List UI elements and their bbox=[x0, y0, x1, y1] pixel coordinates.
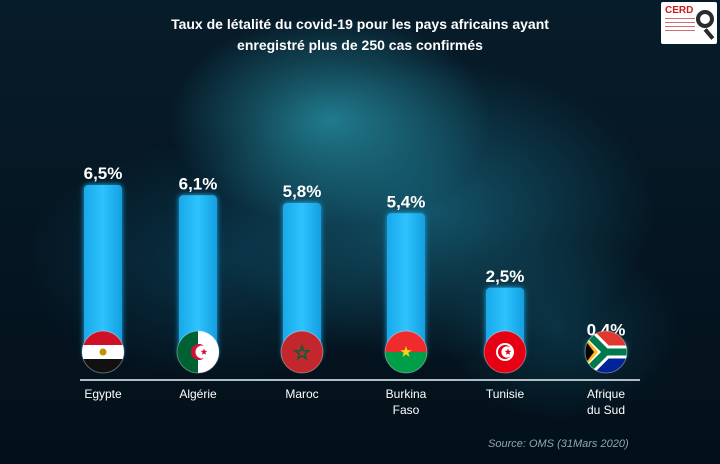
bar-value-label-0: 6,5% bbox=[84, 164, 123, 183]
bar-value-label-3: 5,4% bbox=[387, 192, 426, 211]
chart-title: Taux de létalité du covid-19 pour les pa… bbox=[120, 14, 600, 56]
bars-group: 6,5%6,1% 5,8%5,4%2,5%0,4% bbox=[84, 164, 625, 358]
bar-value-label-4: 2,5% bbox=[486, 267, 525, 286]
title-line-2: enregistré plus de 250 cas confirmés bbox=[237, 37, 483, 53]
logo-text: CERD bbox=[665, 5, 694, 16]
category-label-3-line-1: Faso bbox=[393, 403, 420, 417]
category-label-0-line-0: Egypte bbox=[84, 387, 122, 401]
bar-1 bbox=[179, 195, 217, 358]
bar-2 bbox=[283, 202, 321, 358]
source-note: Source: OMS (31Mars 2020) bbox=[488, 438, 629, 450]
bar-3 bbox=[387, 213, 425, 358]
logo-subtitle-lines bbox=[665, 18, 695, 34]
category-labels-group: Egypte Algérie Maroc Burkina Faso Tunisie Afri… bbox=[84, 387, 625, 417]
morocco-flag-icon bbox=[280, 330, 324, 374]
flags-group bbox=[81, 330, 628, 374]
burkina-faso-flag-icon bbox=[384, 330, 428, 374]
category-label-5-line-1: du Sud bbox=[587, 403, 625, 417]
algeria-flag-icon bbox=[176, 330, 220, 374]
egypt-flag-icon bbox=[81, 330, 125, 374]
bar-0 bbox=[84, 185, 122, 358]
category-label-5-line-0: Afrique bbox=[587, 387, 625, 401]
title-line-1: Taux de létalité du covid-19 pour les pa… bbox=[171, 16, 549, 32]
category-label-3-line-0: Burkina bbox=[386, 387, 427, 401]
tunisia-flag-icon bbox=[483, 330, 527, 374]
category-label-2-line-0: Maroc bbox=[285, 387, 318, 401]
cerd-logo: CERD bbox=[661, 2, 717, 44]
category-label-4-line-0: Tunisie bbox=[486, 387, 525, 401]
magnifier-icon bbox=[696, 10, 714, 28]
bar-value-label-1: 6,1% bbox=[179, 174, 218, 193]
category-label-1-line-0: Algérie bbox=[179, 387, 217, 401]
south-africa-flag-icon bbox=[584, 330, 628, 374]
bar-value-label-2: 5,8% bbox=[283, 182, 322, 201]
